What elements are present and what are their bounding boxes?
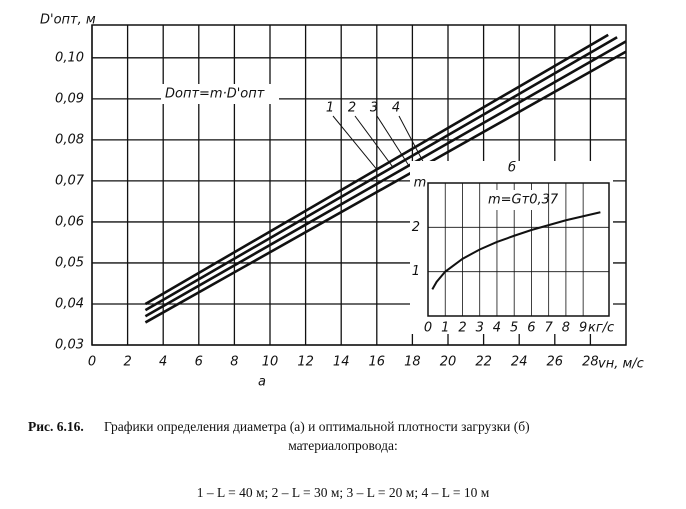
x-tick-label: 9: [579, 321, 587, 336]
y-tick-label: 0,06: [55, 214, 84, 229]
x-tick-label: 2: [123, 355, 131, 370]
x-tick-label: 8: [562, 321, 570, 336]
data-line: [144, 40, 627, 318]
inset-background: [410, 161, 613, 334]
y-tick-label: 0,08: [55, 132, 84, 147]
x-tick-label: 3: [476, 321, 484, 336]
series-label: 2: [348, 101, 356, 116]
x-tick-label: 24: [511, 355, 528, 370]
y-tick-label: 2: [412, 220, 420, 235]
y-tick-label: 0,10: [55, 50, 84, 65]
y-tick-label: 0,05: [55, 255, 84, 270]
x-tick-label: 22: [475, 355, 492, 370]
y-axis-label: D'опт, м: [40, 13, 96, 28]
x-tick-label: 4: [159, 355, 167, 370]
x-tick-label: 26: [547, 355, 564, 370]
series-label: 1: [326, 101, 334, 116]
annotation-box: [484, 190, 546, 210]
caption-label: Рис. 6.16.: [28, 419, 84, 434]
caption-text: Графики определения диаметра (а) и оптим…: [104, 419, 530, 434]
y-tick-label: 0,09: [55, 91, 84, 106]
y-tick-label: 0,03: [55, 338, 84, 353]
x-tick-label: 6: [195, 355, 203, 370]
x-tick-label: 20: [440, 355, 457, 370]
data-line: [144, 36, 618, 312]
leader-line: [376, 115, 410, 166]
y-tick-label: 0,07: [55, 173, 85, 188]
x-tick-label: 16: [369, 355, 386, 370]
y-tick-label: 0,04: [55, 296, 84, 311]
x-tick-label: 1: [441, 321, 449, 336]
x-tick-label: 4: [493, 321, 501, 336]
panel-label: б: [508, 161, 516, 176]
panel-label: а: [258, 375, 266, 390]
x-tick-label: 0: [88, 355, 96, 370]
x-axis-label: vн, м/с: [598, 357, 644, 372]
leader-line: [332, 115, 378, 170]
caption-text: материалопровода:: [288, 438, 398, 453]
x-tick-label: 2: [458, 321, 466, 336]
data-line: [431, 211, 601, 290]
x-tick-label: 6: [527, 321, 535, 336]
x-tick-label: 7: [545, 321, 554, 336]
x-axis-label: кг/с: [588, 321, 614, 336]
x-tick-label: 0: [424, 321, 432, 336]
annotation: Dопт=m·D'опт: [165, 87, 265, 102]
x-tick-label: 10: [262, 355, 279, 370]
x-tick-label: 28: [582, 355, 599, 370]
data-line: [144, 50, 627, 324]
y-tick-label: 1: [412, 264, 420, 279]
x-tick-label: 12: [297, 355, 314, 370]
caption-legend: 1 – L = 40 м; 2 – L = 30 м; 3 – L = 20 м…: [197, 485, 490, 500]
leader-line: [354, 115, 394, 168]
annotation: m=Gт0,37: [488, 193, 559, 208]
series-label: 4: [392, 101, 400, 116]
x-tick-label: 14: [333, 355, 350, 370]
leader-line: [398, 115, 426, 166]
y-axis-label: m: [414, 176, 427, 191]
annotation-box: [161, 84, 279, 104]
x-tick-label: 8: [230, 355, 238, 370]
x-tick-label: 5: [510, 321, 518, 336]
x-tick-label: 18: [404, 355, 421, 370]
series-label: 3: [370, 101, 378, 116]
